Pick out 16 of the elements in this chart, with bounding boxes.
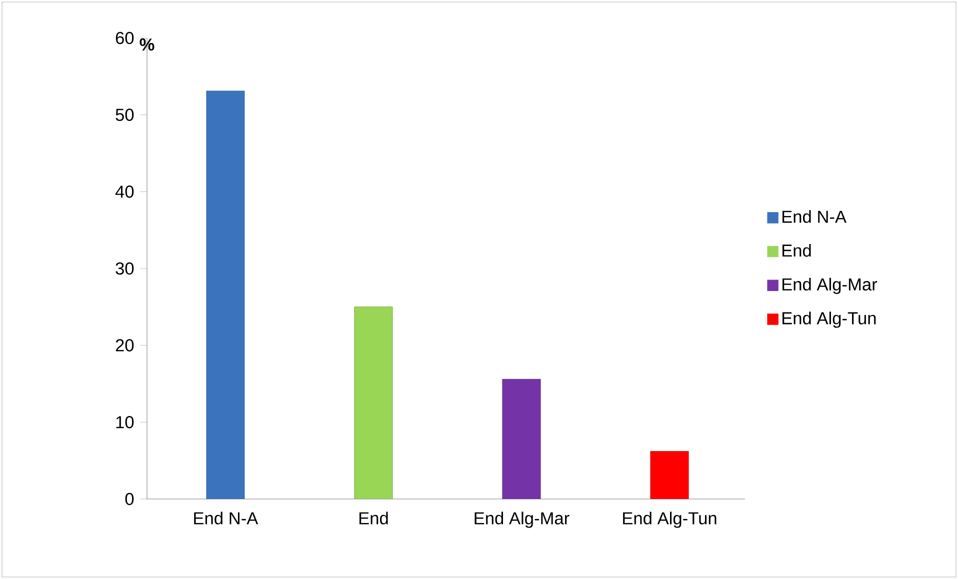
x-tick-label: End Alg-Tun [623,512,716,528]
y-axis-title: % [140,38,154,51]
y-tick-label: 0 [125,492,134,506]
legend-label: End Alg-Tun [782,312,876,328]
y-tick-label: 50 [116,108,134,121]
y-tick-label: 40 [115,186,134,198]
y-tick-label: 10 [116,416,134,428]
x-tick-label: End [359,512,388,524]
y-tick-label: 60 [116,32,134,44]
y-tick-label: 30 [116,262,134,275]
y-tick-label: 20 [116,339,134,352]
legend-label: End N-A [782,210,847,223]
x-tick-label: End Alg-Mar [474,512,570,528]
legend-label: End Alg-Mar [782,278,878,294]
x-tick-label: End N-A [194,512,258,524]
legend-label: End [782,244,811,257]
